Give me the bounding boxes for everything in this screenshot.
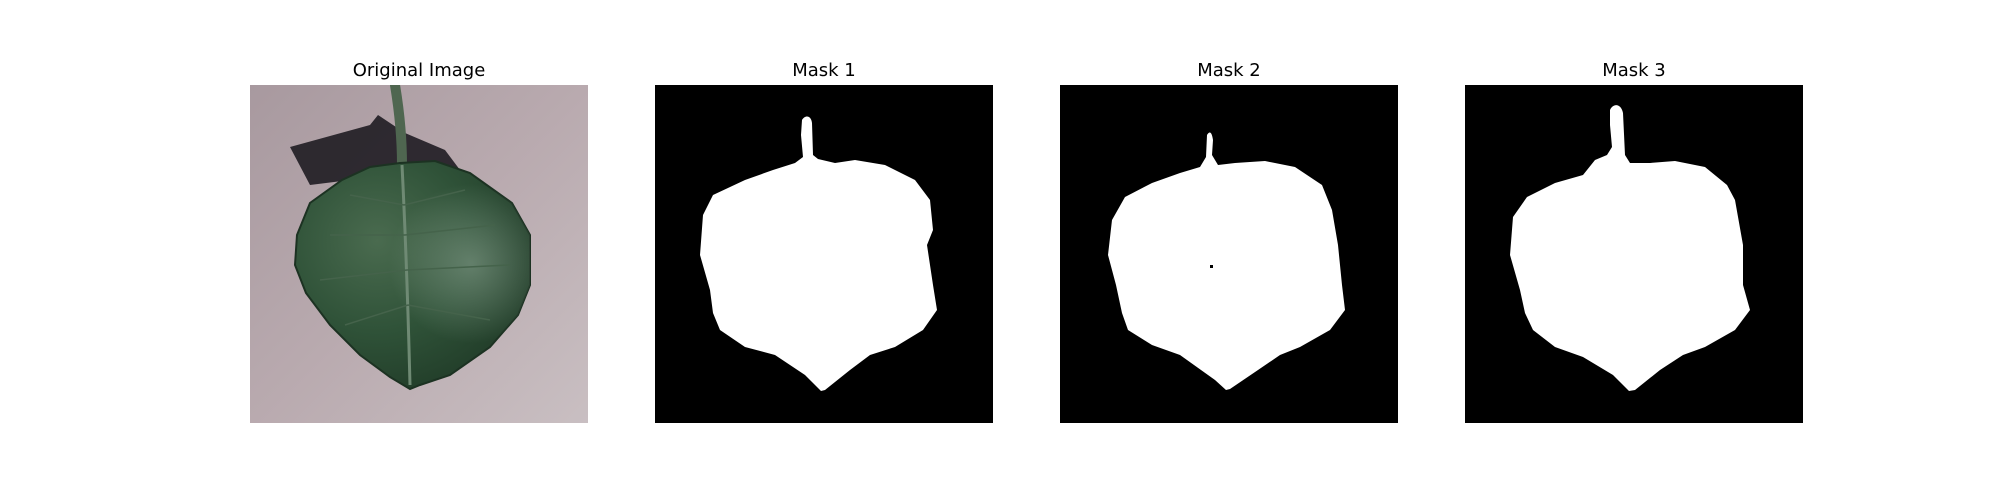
panel-title: Mask 3 xyxy=(1602,60,1666,81)
panel-title: Mask 1 xyxy=(792,60,856,81)
mask-image xyxy=(1060,85,1398,423)
leaf-mask xyxy=(655,85,993,423)
panel-mask-3: Mask 3 xyxy=(1465,57,1803,423)
original-image xyxy=(250,85,588,423)
mask-region xyxy=(1510,105,1750,391)
leaf-mask xyxy=(1060,85,1398,423)
leaf-midrib xyxy=(400,164,412,386)
leaf-sheen xyxy=(295,161,530,389)
mask-region xyxy=(700,116,937,391)
mask-hole xyxy=(1210,265,1213,268)
leaf-veins xyxy=(319,189,511,326)
mask-region xyxy=(1108,132,1345,390)
mask-image xyxy=(1465,85,1803,423)
panel-original-image: Original Image xyxy=(250,57,588,423)
mask-image xyxy=(655,85,993,423)
panel-mask-1: Mask 1 xyxy=(655,57,993,423)
panel-title: Mask 2 xyxy=(1197,60,1261,81)
leaf-stem xyxy=(390,85,407,170)
leaf-photo xyxy=(250,85,588,423)
panel-mask-2: Mask 2 xyxy=(1060,57,1398,423)
panel-title: Original Image xyxy=(352,60,486,81)
leaf-mask xyxy=(1465,85,1803,423)
